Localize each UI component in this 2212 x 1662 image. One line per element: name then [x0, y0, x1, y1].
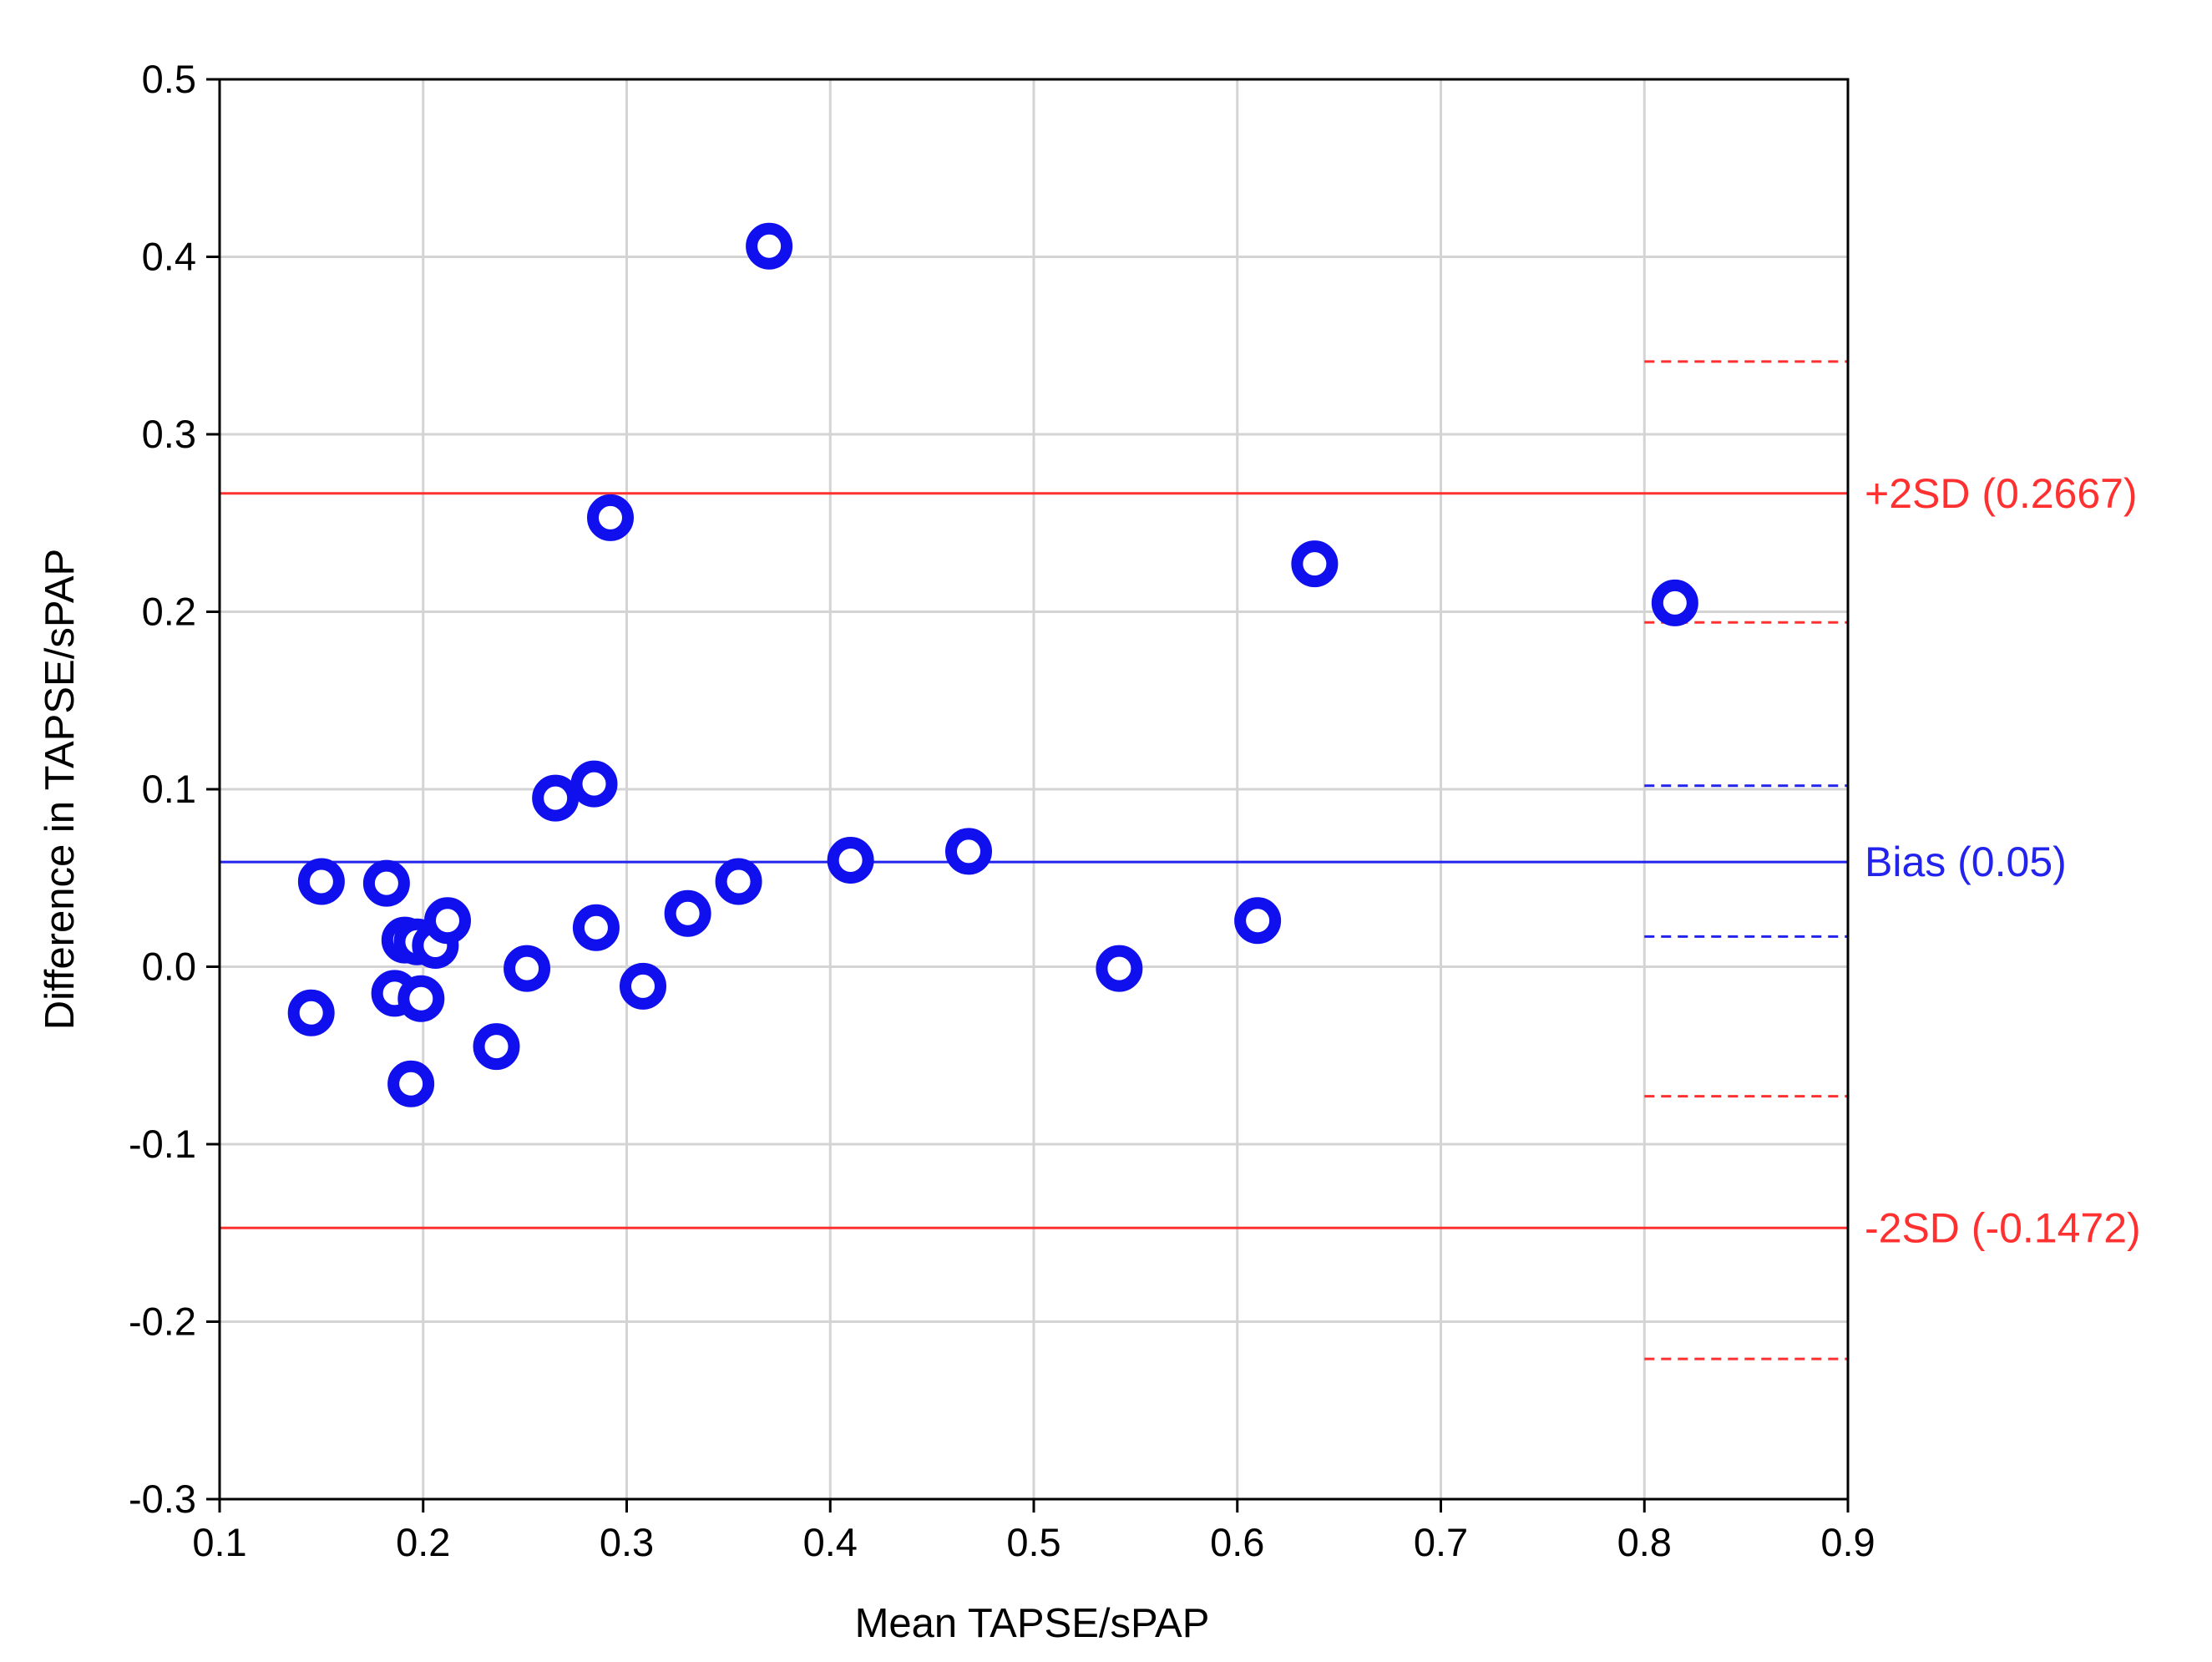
x-tick-label: 0.6: [1210, 1520, 1264, 1564]
x-tick-label: 0.1: [192, 1520, 246, 1564]
data-point: [532, 774, 580, 822]
reference-line-label: -2SD (-0.1472): [1865, 1204, 2141, 1251]
data-point: [362, 859, 410, 907]
data-point: [397, 975, 445, 1022]
y-tick-label: -0.2: [129, 1300, 196, 1344]
reference-line-labels: +2SD (0.2667) Bias (0.05) -2SD (-0.1472): [1865, 470, 2141, 1252]
x-tick-label: 0.7: [1414, 1520, 1468, 1564]
y-tick-label: -0.1: [129, 1122, 196, 1166]
y-tick-label: 0.0: [142, 945, 196, 989]
x-tick-label: 0.4: [803, 1520, 858, 1564]
confidence-bands: [1644, 360, 1848, 1361]
x-tick-label: 0.9: [1820, 1520, 1875, 1564]
data-point: [1291, 540, 1339, 588]
data-point: [572, 904, 620, 951]
x-tick-label: 0.2: [396, 1520, 450, 1564]
x-tick-label: 0.8: [1617, 1520, 1672, 1564]
y-tick-label: 0.5: [142, 57, 196, 101]
data-point: [945, 828, 992, 875]
y-tick-label: 0.3: [142, 412, 196, 456]
data-point: [746, 222, 793, 270]
data-point: [570, 760, 618, 808]
data-point: [827, 837, 874, 884]
y-tick-label: -0.3: [129, 1477, 196, 1521]
data-point: [1096, 945, 1143, 992]
data-point: [1651, 579, 1698, 626]
reference-line-label: +2SD (0.2667): [1865, 470, 2138, 517]
x-axis-title: Mean TAPSE/sPAP: [855, 1601, 1210, 1646]
data-point: [664, 889, 711, 937]
data-points: [287, 222, 1698, 1107]
y-tick-label: 0.1: [142, 767, 196, 811]
data-point: [297, 858, 345, 905]
data-point: [424, 897, 471, 945]
data-point: [287, 989, 335, 1036]
x-tick-label: 0.5: [1006, 1520, 1060, 1564]
reference-lines: [220, 492, 1848, 1229]
y-tick-label: 0.2: [142, 590, 196, 634]
x-tick-label: 0.3: [600, 1520, 654, 1564]
data-point: [715, 858, 762, 905]
data-point: [587, 494, 634, 541]
x-axis-ticks: 0.1 0.2 0.3 0.4 0.5 0.6 0.7 0.8 0.9: [192, 1499, 1875, 1564]
data-point: [504, 945, 551, 992]
data-point: [387, 1060, 435, 1107]
y-axis-ticks: -0.3 -0.2 -0.1 0.0 0.1 0.2 0.3 0.4 0.5: [129, 57, 220, 1521]
y-tick-label: 0.4: [142, 235, 196, 279]
reference-line-label: Bias (0.05): [1865, 839, 2067, 885]
data-point: [620, 962, 666, 1010]
data-point: [1234, 897, 1282, 945]
grid-lines: [220, 79, 1848, 1499]
data-point: [473, 1023, 520, 1071]
y-axis-title: Difference in TAPSE/sPAP: [38, 549, 83, 1030]
